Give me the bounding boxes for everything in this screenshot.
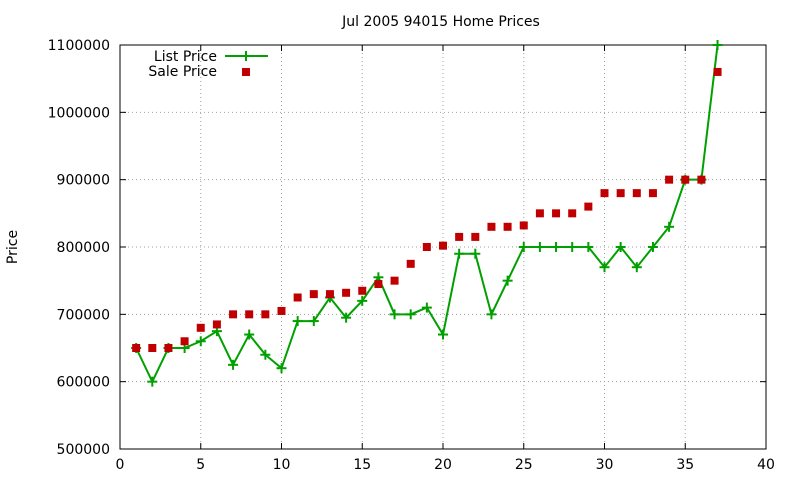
data-point-list-price bbox=[308, 316, 319, 327]
legend-marker-list-price bbox=[241, 51, 251, 61]
data-point-list-price bbox=[421, 302, 432, 313]
data-point-sale-price bbox=[132, 344, 141, 352]
legend-label-sale-price: Sale Price bbox=[148, 64, 217, 80]
data-point-sale-price bbox=[568, 209, 577, 218]
axes: 0 5 10 15 20 25 30 35 40 500000 600000 700000 800000… bbox=[48, 38, 775, 473]
series-line-list-price bbox=[135, 44, 719, 384]
data-point-list-price bbox=[486, 309, 497, 320]
data-point-list-price bbox=[438, 329, 448, 340]
y-tick-label: 1000000 bbox=[48, 105, 110, 121]
data-point-sale-price bbox=[293, 293, 302, 302]
legend-label-list-price: List Price bbox=[154, 49, 217, 65]
data-point-sale-price bbox=[503, 222, 512, 231]
data-point-sale-price bbox=[616, 189, 625, 198]
data-point-list-price bbox=[534, 242, 545, 252]
data-point-sale-price bbox=[632, 189, 641, 198]
data-point-list-price bbox=[551, 242, 562, 252]
data-point-sale-price bbox=[713, 67, 722, 76]
data-point-list-price bbox=[292, 316, 303, 327]
grid-lines bbox=[120, 45, 766, 449]
data-point-sale-price bbox=[229, 310, 238, 319]
data-point-list-price bbox=[357, 295, 368, 306]
data-point-sale-price bbox=[519, 221, 528, 230]
data-point-list-price bbox=[647, 242, 658, 252]
y-tick-label: 700000 bbox=[57, 307, 110, 323]
data-point-list-price bbox=[405, 309, 416, 320]
x-tick-label: 40 bbox=[757, 457, 775, 473]
data-point-sale-price bbox=[374, 280, 383, 289]
data-point-sale-price bbox=[164, 344, 173, 352]
data-point-list-price bbox=[276, 363, 287, 374]
x-tick-label: 10 bbox=[273, 457, 291, 473]
data-point-list-price bbox=[712, 40, 723, 50]
data-point-list-price bbox=[147, 376, 158, 387]
data-point-sale-price bbox=[648, 189, 657, 198]
y-tick-label: 1100000 bbox=[48, 38, 110, 54]
x-tick-label: 30 bbox=[596, 457, 614, 473]
x-tick-label: 20 bbox=[434, 457, 452, 473]
data-point-sale-price bbox=[406, 259, 415, 268]
data-point-sale-price bbox=[245, 310, 254, 319]
data-point-list-price bbox=[470, 248, 481, 259]
data-point-sale-price bbox=[697, 175, 706, 184]
data-point-sale-price bbox=[148, 344, 157, 352]
data-point-sale-price bbox=[261, 310, 270, 319]
data-point-sale-price bbox=[358, 286, 367, 295]
chart-title: Jul 2005 94015 Home Prices bbox=[341, 14, 540, 30]
data-point-sale-price bbox=[487, 222, 496, 231]
data-point-list-price bbox=[195, 336, 206, 347]
data-point-list-price bbox=[389, 309, 400, 320]
y-tick-label: 600000 bbox=[57, 375, 110, 391]
series-list-price bbox=[131, 40, 723, 387]
data-point-list-price bbox=[228, 359, 239, 370]
data-point-sale-price bbox=[471, 232, 480, 241]
data-point-sale-price bbox=[600, 189, 609, 198]
data-point-sale-price bbox=[665, 175, 674, 184]
data-point-sale-price bbox=[439, 241, 447, 250]
data-point-list-price bbox=[583, 242, 594, 252]
data-point-list-price bbox=[567, 242, 578, 252]
data-point-list-price bbox=[518, 242, 529, 252]
x-tick-label: 0 bbox=[116, 457, 125, 473]
data-point-list-price bbox=[454, 248, 465, 259]
y-axis-title: Price bbox=[5, 230, 21, 264]
data-point-sale-price bbox=[196, 323, 205, 332]
data-point-sale-price bbox=[342, 288, 351, 297]
data-point-sale-price bbox=[584, 202, 593, 211]
y-tick-label: 900000 bbox=[57, 173, 110, 189]
data-point-list-price bbox=[260, 349, 271, 360]
data-point-sale-price bbox=[325, 290, 334, 299]
x-tick-label: 35 bbox=[676, 457, 694, 473]
data-point-sale-price bbox=[552, 209, 561, 218]
legend-marker-sale-price bbox=[242, 68, 250, 76]
data-point-list-price bbox=[341, 312, 352, 323]
x-tick-label: 5 bbox=[196, 457, 205, 473]
data-point-list-price bbox=[502, 275, 513, 286]
data-point-sale-price bbox=[277, 306, 286, 315]
data-point-list-price bbox=[244, 329, 255, 340]
x-tick-label: 25 bbox=[515, 457, 533, 473]
data-point-list-price bbox=[631, 262, 642, 273]
data-point-sale-price bbox=[681, 175, 690, 184]
data-point-sale-price bbox=[180, 337, 189, 346]
legend: List Price Sale Price bbox=[148, 49, 268, 80]
data-point-sale-price bbox=[212, 320, 221, 329]
data-point-list-price bbox=[664, 221, 675, 232]
data-point-sale-price bbox=[309, 290, 318, 299]
data-point-sale-price bbox=[535, 209, 544, 218]
y-tick-label: 800000 bbox=[57, 240, 110, 256]
series-sale-price bbox=[132, 67, 722, 352]
data-point-sale-price bbox=[422, 243, 431, 251]
x-tick-label: 15 bbox=[353, 457, 371, 473]
y-tick-label: 500000 bbox=[57, 442, 110, 458]
data-point-list-price bbox=[615, 242, 626, 252]
data-point-sale-price bbox=[455, 232, 464, 241]
data-point-list-price bbox=[599, 262, 610, 273]
data-point-sale-price bbox=[390, 276, 399, 285]
